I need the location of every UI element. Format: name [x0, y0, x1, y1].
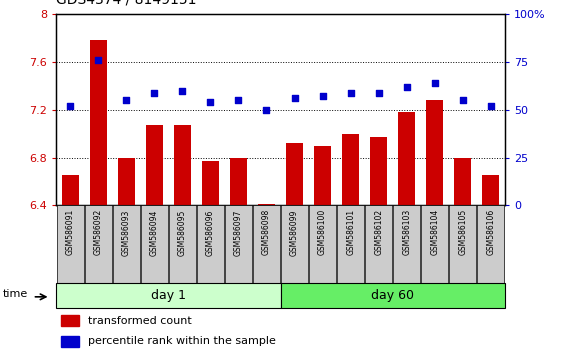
Bar	[230, 158, 247, 205]
Bar	[62, 176, 79, 205]
Point	[346, 90, 355, 95]
Point	[94, 57, 103, 63]
Text: GSM586092: GSM586092	[94, 209, 103, 256]
FancyBboxPatch shape	[141, 205, 168, 283]
Text: GSM586100: GSM586100	[318, 209, 327, 256]
Text: GSM586103: GSM586103	[402, 209, 411, 256]
FancyBboxPatch shape	[365, 205, 392, 283]
Point	[66, 103, 75, 109]
Text: GSM586104: GSM586104	[430, 209, 439, 256]
FancyBboxPatch shape	[477, 205, 504, 283]
Bar	[258, 204, 275, 205]
Text: GSM586105: GSM586105	[458, 209, 467, 256]
FancyBboxPatch shape	[309, 205, 336, 283]
FancyBboxPatch shape	[280, 283, 505, 308]
Text: day 60: day 60	[371, 289, 414, 302]
FancyBboxPatch shape	[393, 205, 420, 283]
Bar	[426, 100, 443, 205]
Text: GSM586096: GSM586096	[206, 209, 215, 256]
Bar	[118, 158, 135, 205]
FancyBboxPatch shape	[169, 205, 196, 283]
Point	[486, 103, 495, 109]
Bar	[146, 125, 163, 205]
Point	[430, 80, 439, 86]
Bar	[370, 137, 387, 205]
Bar	[61, 315, 79, 326]
FancyBboxPatch shape	[449, 205, 476, 283]
Text: GSM586091: GSM586091	[66, 209, 75, 256]
FancyBboxPatch shape	[337, 205, 364, 283]
Bar	[174, 125, 191, 205]
Text: percentile rank within the sample: percentile rank within the sample	[88, 336, 275, 346]
Bar	[61, 336, 79, 347]
FancyBboxPatch shape	[85, 205, 112, 283]
Bar	[286, 143, 303, 205]
Point	[206, 99, 215, 105]
Text: GSM586102: GSM586102	[374, 209, 383, 255]
Text: time: time	[3, 289, 28, 299]
Text: GSM586097: GSM586097	[234, 209, 243, 256]
FancyBboxPatch shape	[56, 283, 280, 308]
Text: GSM586095: GSM586095	[178, 209, 187, 256]
Point	[150, 90, 159, 95]
Bar	[314, 145, 331, 205]
Text: day 1: day 1	[151, 289, 186, 302]
Point	[318, 93, 327, 99]
FancyBboxPatch shape	[421, 205, 448, 283]
Text: GSM586098: GSM586098	[262, 209, 271, 256]
Point	[178, 88, 187, 93]
FancyBboxPatch shape	[57, 205, 84, 283]
FancyBboxPatch shape	[197, 205, 224, 283]
Text: GSM586093: GSM586093	[122, 209, 131, 256]
Point	[374, 90, 383, 95]
Point	[234, 97, 243, 103]
FancyBboxPatch shape	[113, 205, 140, 283]
FancyBboxPatch shape	[281, 205, 308, 283]
Text: GSM586101: GSM586101	[346, 209, 355, 255]
Bar	[90, 40, 107, 205]
Bar	[202, 161, 219, 205]
Text: GDS4374 / 8149151: GDS4374 / 8149151	[56, 0, 196, 6]
Point	[122, 97, 131, 103]
Point	[402, 84, 411, 90]
Text: GSM586099: GSM586099	[290, 209, 299, 256]
Point	[290, 96, 299, 101]
FancyBboxPatch shape	[253, 205, 280, 283]
Bar	[342, 134, 359, 205]
Text: GSM586094: GSM586094	[150, 209, 159, 256]
Point	[458, 97, 467, 103]
FancyBboxPatch shape	[225, 205, 252, 283]
Text: GSM586106: GSM586106	[486, 209, 495, 256]
Bar	[454, 158, 471, 205]
Point	[262, 107, 271, 113]
Bar	[482, 176, 499, 205]
Text: transformed count: transformed count	[88, 316, 191, 326]
Bar	[398, 112, 415, 205]
